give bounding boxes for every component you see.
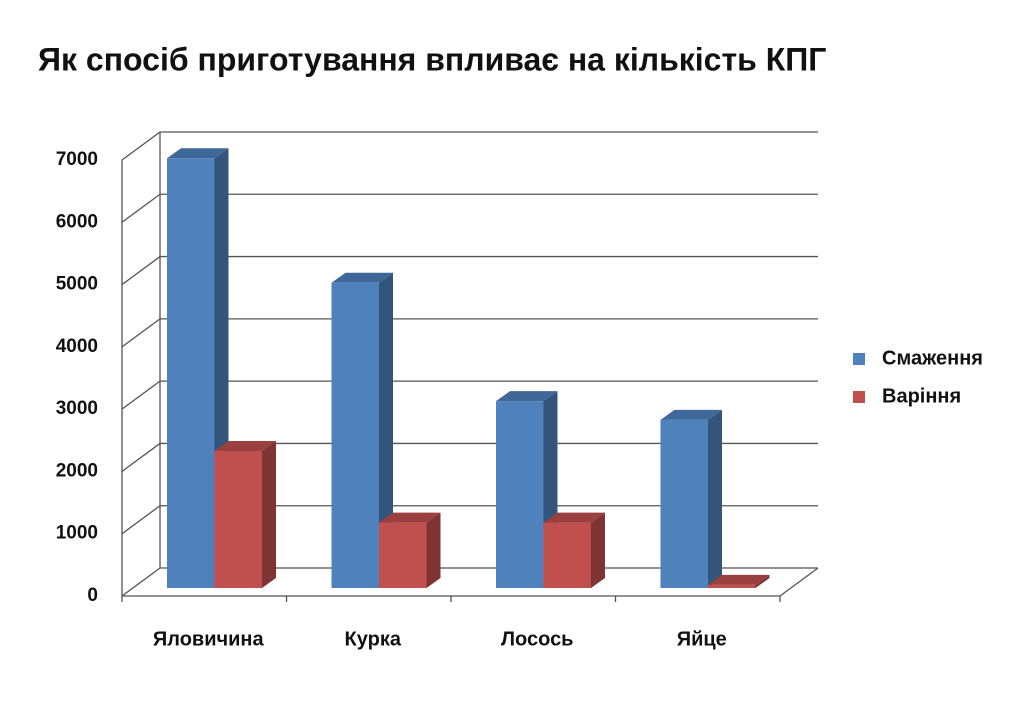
legend-swatch xyxy=(853,353,865,365)
bar-side xyxy=(591,512,605,588)
y-tick-label: 3000 xyxy=(56,398,98,419)
bar xyxy=(379,512,441,588)
x-tick-label: Яловичина xyxy=(153,628,265,650)
bar-front xyxy=(331,282,379,588)
bar-top xyxy=(660,409,722,420)
grid-line xyxy=(121,255,818,286)
y-tick-label: 6000 xyxy=(56,211,98,232)
bar-front xyxy=(214,450,262,588)
bar-top xyxy=(543,512,605,523)
y-tick-label: 1000 xyxy=(56,523,98,544)
y-tick-label: 7000 xyxy=(56,149,98,170)
bar-top xyxy=(331,272,393,283)
legend-label: Варіння xyxy=(882,385,961,407)
chart-title: Як спосіб приготування впливає на кількі… xyxy=(38,41,826,77)
bar-front xyxy=(708,584,756,588)
bar-front xyxy=(660,419,708,588)
x-tick-label: Курка xyxy=(345,628,402,650)
y-tick-label: 0 xyxy=(87,585,98,606)
bar-side xyxy=(755,574,770,588)
grid-line xyxy=(121,442,818,472)
bar-side xyxy=(708,409,722,588)
bar-front xyxy=(167,158,215,588)
bar-front xyxy=(496,401,544,588)
bar-top xyxy=(214,440,276,451)
grid-line xyxy=(121,131,818,161)
y-tick-label: 4000 xyxy=(56,336,98,357)
x-tick-label: Лосось xyxy=(501,628,573,650)
bar-side xyxy=(262,440,276,588)
legend-label: Смаження xyxy=(882,347,983,369)
bar-top xyxy=(496,391,558,402)
bar xyxy=(331,272,393,588)
grid-line xyxy=(121,193,818,223)
bar-front xyxy=(379,522,427,588)
bar xyxy=(214,440,276,588)
bar xyxy=(543,512,605,588)
grid-line xyxy=(121,380,818,410)
y-tick-label: 5000 xyxy=(56,274,98,295)
bar-front xyxy=(543,522,591,588)
y-tick-label: 2000 xyxy=(56,460,98,481)
bar-side xyxy=(379,272,393,588)
bar-side xyxy=(426,512,441,588)
bar-top xyxy=(708,574,770,585)
x-tick-label: Яйце xyxy=(677,628,727,650)
grid-line xyxy=(121,505,818,535)
bar-top xyxy=(379,512,441,523)
legend-swatch xyxy=(853,391,865,403)
bar-top xyxy=(167,148,229,159)
grid-line xyxy=(121,318,818,348)
bar xyxy=(660,409,722,588)
bar xyxy=(708,574,770,588)
